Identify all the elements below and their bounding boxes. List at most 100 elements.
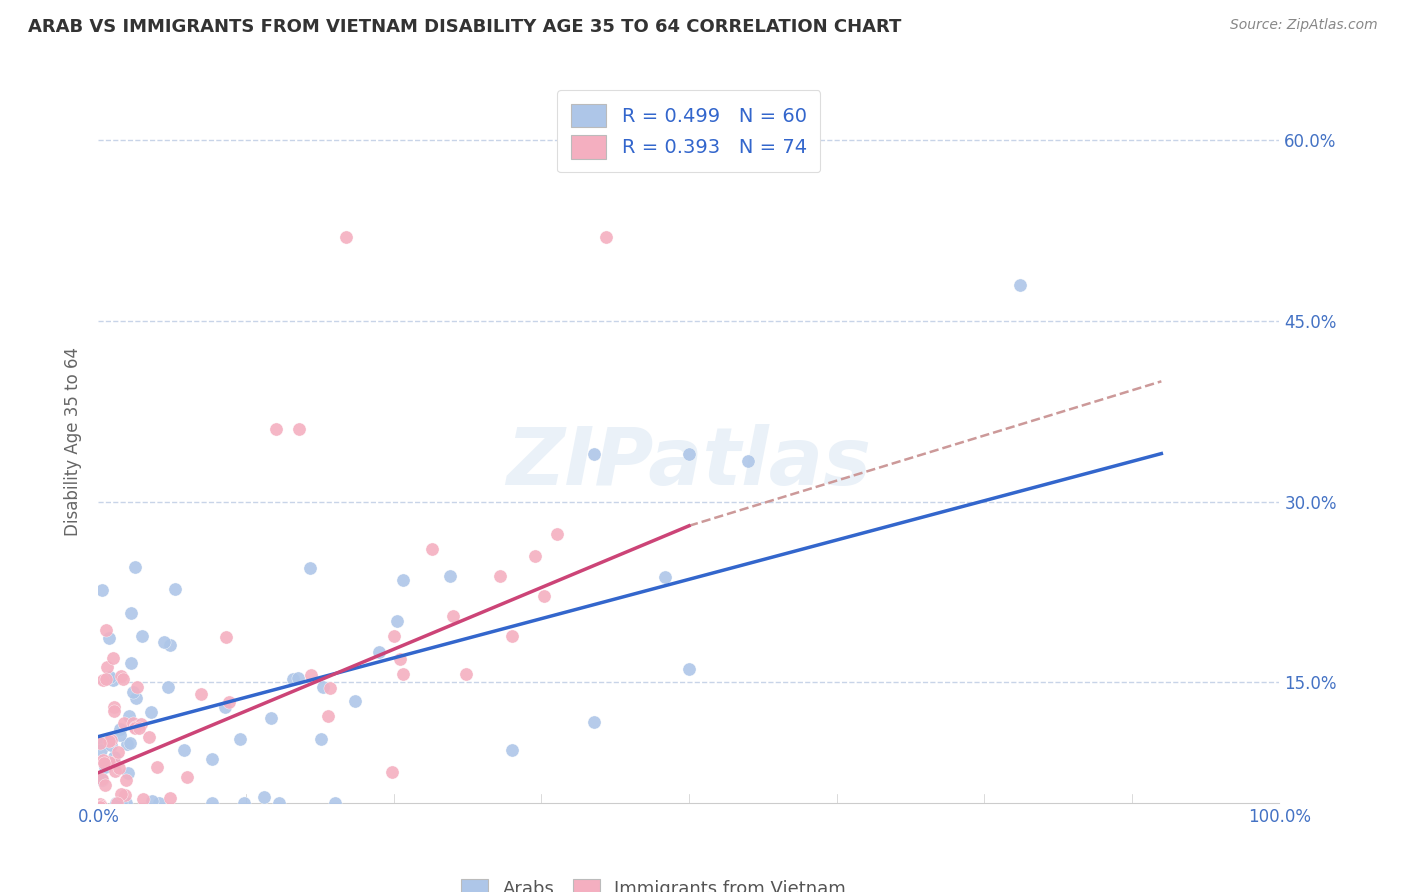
Point xyxy=(138,730,160,744)
Point xyxy=(233,796,256,810)
Point xyxy=(91,582,114,597)
Point xyxy=(159,791,181,805)
Point xyxy=(323,796,346,810)
Point xyxy=(93,756,115,770)
Point xyxy=(145,760,167,774)
Point xyxy=(201,752,224,766)
Y-axis label: Disability Age 35 to 64: Disability Age 35 to 64 xyxy=(65,347,83,536)
Point xyxy=(595,229,617,244)
Point xyxy=(108,728,131,742)
Point xyxy=(90,772,112,787)
Point xyxy=(89,736,111,750)
Point xyxy=(381,764,404,779)
Point xyxy=(104,764,127,778)
Point xyxy=(89,808,111,822)
Point xyxy=(105,808,128,822)
Point xyxy=(335,229,357,244)
Point xyxy=(110,722,132,736)
Point xyxy=(737,453,759,467)
Point xyxy=(501,743,523,757)
Point xyxy=(103,750,125,764)
Point xyxy=(110,669,132,683)
Point xyxy=(319,681,342,695)
Point xyxy=(454,666,477,681)
Point xyxy=(114,772,136,787)
Point xyxy=(267,796,290,810)
Point xyxy=(139,705,162,719)
Point xyxy=(98,734,121,748)
Legend: Arabs, Immigrants from Vietnam: Arabs, Immigrants from Vietnam xyxy=(453,870,855,892)
Point xyxy=(441,608,464,623)
Point xyxy=(148,796,170,810)
Point xyxy=(385,614,408,628)
Point xyxy=(190,687,212,701)
Point xyxy=(260,711,283,725)
Point xyxy=(120,607,142,621)
Point xyxy=(98,808,121,822)
Point xyxy=(90,743,112,757)
Point xyxy=(214,700,236,714)
Point xyxy=(1008,277,1031,292)
Point xyxy=(392,573,415,587)
Point xyxy=(281,672,304,686)
Point xyxy=(312,680,335,694)
Point xyxy=(98,670,121,684)
Point xyxy=(90,808,112,822)
Point xyxy=(165,582,187,597)
Point xyxy=(501,629,523,643)
Point xyxy=(94,808,117,822)
Point xyxy=(153,635,176,649)
Point xyxy=(103,756,125,770)
Point xyxy=(97,755,120,769)
Point xyxy=(131,629,153,643)
Point xyxy=(128,722,150,736)
Point xyxy=(309,732,332,747)
Point xyxy=(115,737,138,751)
Point xyxy=(101,650,124,665)
Point xyxy=(488,569,510,583)
Point xyxy=(439,569,461,583)
Text: ZIPatlas: ZIPatlas xyxy=(506,425,872,502)
Point xyxy=(103,673,125,687)
Point xyxy=(114,796,136,810)
Point xyxy=(91,806,114,821)
Point xyxy=(316,709,339,723)
Point xyxy=(583,715,606,730)
Point xyxy=(96,660,118,674)
Point xyxy=(420,542,443,557)
Point xyxy=(368,645,391,659)
Point xyxy=(132,792,155,806)
Point xyxy=(89,808,111,822)
Point xyxy=(583,446,606,460)
Point xyxy=(104,808,127,822)
Point xyxy=(94,672,117,686)
Point xyxy=(127,681,149,695)
Point xyxy=(201,796,224,810)
Point xyxy=(93,735,115,749)
Point xyxy=(176,770,198,784)
Point xyxy=(94,760,117,774)
Point xyxy=(100,808,122,822)
Point xyxy=(253,789,276,804)
Point xyxy=(100,733,122,747)
Point xyxy=(107,745,129,759)
Point xyxy=(344,694,367,708)
Point xyxy=(100,808,122,822)
Point xyxy=(91,772,114,786)
Point xyxy=(120,656,142,670)
Point xyxy=(141,794,163,808)
Point xyxy=(105,796,128,810)
Point xyxy=(264,423,287,437)
Text: Source: ZipAtlas.com: Source: ZipAtlas.com xyxy=(1230,18,1378,32)
Point xyxy=(392,667,415,681)
Point xyxy=(94,778,117,792)
Point xyxy=(546,526,568,541)
Point xyxy=(124,720,146,734)
Text: ARAB VS IMMIGRANTS FROM VIETNAM DISABILITY AGE 35 TO 64 CORRELATION CHART: ARAB VS IMMIGRANTS FROM VIETNAM DISABILI… xyxy=(28,18,901,36)
Point xyxy=(114,788,136,802)
Point xyxy=(122,685,145,699)
Point xyxy=(129,716,152,731)
Point xyxy=(388,651,411,665)
Point xyxy=(103,704,125,718)
Point xyxy=(654,570,676,584)
